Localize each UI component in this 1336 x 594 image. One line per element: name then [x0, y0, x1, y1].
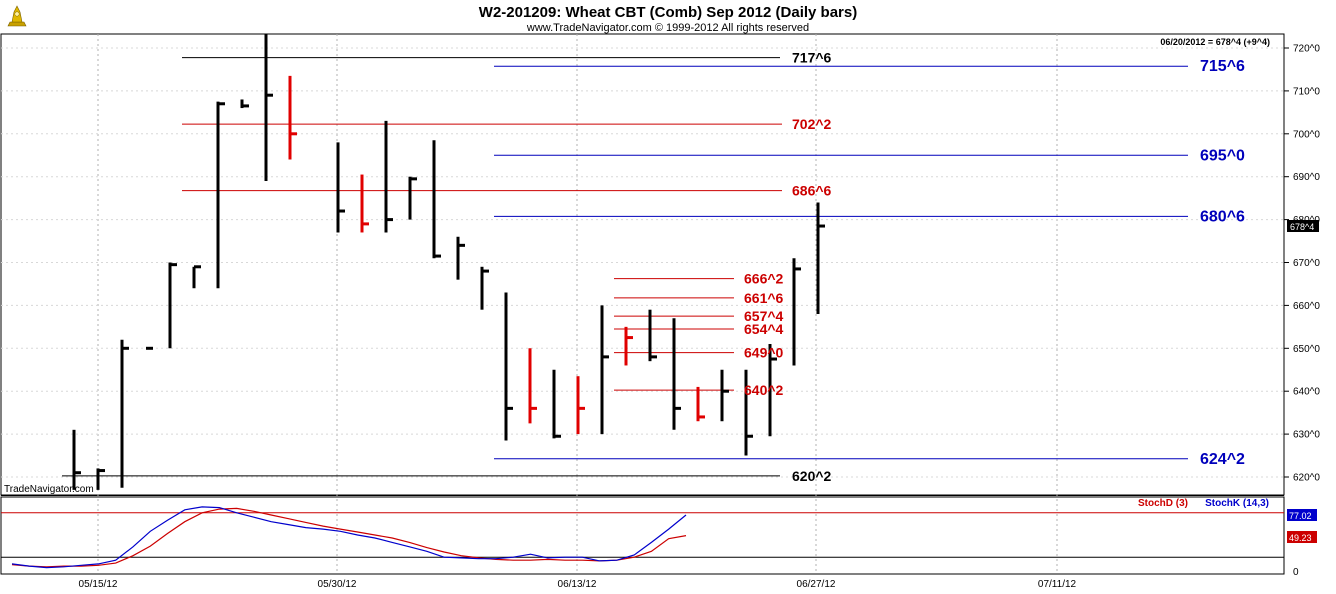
last-price-tag: 678^4	[1287, 220, 1319, 232]
price-bar	[384, 120, 393, 233]
axes: 05/15/12 05/30/12 06/13/12 06/27/12 07/11/12…	[79, 44, 1321, 591]
x-tick-label: 07/11/12	[1038, 579, 1077, 590]
price-bar	[648, 309, 657, 362]
level-label: 624^2	[1200, 451, 1245, 468]
price-bar	[696, 386, 705, 422]
price-bar	[288, 75, 297, 160]
price-bar	[720, 369, 729, 422]
x-tick-label: 05/30/12	[318, 579, 357, 590]
info-line: 06/20/2012 = 678^4 (+9^4)	[1160, 37, 1270, 47]
level-lines	[62, 57, 1188, 477]
price-bar	[552, 369, 561, 439]
price-bar	[744, 369, 753, 456]
stoch-panel-border	[0, 496, 1285, 575]
level-label: 717^6	[792, 50, 832, 66]
y-tick-label: 650^0	[1293, 344, 1320, 355]
y-tick-label: 690^0	[1293, 172, 1320, 183]
level-label: 654^4	[744, 321, 784, 337]
stochk-line	[11, 506, 687, 569]
level-label: 640^2	[744, 382, 784, 398]
stochd-line	[11, 507, 687, 568]
stochk-value-text: 77.02	[1289, 511, 1312, 521]
watermark: TradeNavigator.com	[4, 484, 94, 495]
price-bar	[336, 142, 345, 233]
price-bar	[792, 258, 801, 366]
stoch-y-tick-label: 0	[1293, 567, 1299, 578]
copyright-text: www.TradeNavigator.com © 1999-2012 All r…	[526, 22, 809, 34]
price-bar	[96, 468, 105, 490]
legend-stochd: StochD (3)	[1138, 498, 1188, 509]
price-bar	[528, 348, 537, 424]
price-bar	[240, 99, 249, 109]
x-tick-label: 06/13/12	[558, 579, 597, 590]
price-bar	[264, 34, 273, 181]
stochastic-lines	[1, 506, 1284, 569]
price-bar	[600, 305, 609, 435]
price-bar	[672, 318, 681, 430]
price-bar	[216, 101, 225, 289]
price-bar	[816, 202, 825, 314]
price-panel-border	[0, 33, 1285, 496]
level-label: 715^6	[1200, 58, 1245, 75]
price-bars	[72, 34, 825, 490]
price-bar	[624, 326, 633, 366]
price-bar	[120, 339, 129, 488]
level-label: 649^0	[744, 345, 784, 361]
level-label: 686^6	[792, 183, 832, 199]
price-bar	[72, 429, 81, 490]
price-bar	[192, 265, 201, 289]
level-labels: 717^6 715^6 702^2 695^0 686^6 680^6 666^2 661^6…	[744, 50, 1245, 484]
trade-navigator-logo-icon[interactable]	[4, 3, 30, 31]
price-bar	[576, 376, 585, 435]
level-label: 620^2	[792, 468, 832, 484]
price-bar	[360, 174, 369, 233]
y-tick-label: 670^0	[1293, 258, 1320, 269]
stochk-value-tag: 77.02	[1287, 509, 1317, 521]
y-tick-label: 660^0	[1293, 301, 1320, 312]
stochd-value-text: 49.23	[1289, 533, 1312, 543]
y-tick-label: 700^0	[1293, 129, 1320, 140]
price-bar	[768, 344, 777, 437]
price-bar	[480, 266, 489, 310]
y-tick-label: 640^0	[1293, 387, 1320, 398]
price-bar	[432, 140, 441, 259]
x-tick-label: 05/15/12	[79, 579, 118, 590]
level-label: 661^6	[744, 290, 784, 306]
last-price-tag-text: 678^4	[1290, 222, 1314, 232]
level-label: 702^2	[792, 116, 832, 132]
y-tick-label: 620^0	[1293, 473, 1320, 484]
price-bar	[504, 292, 513, 441]
y-tick-label: 710^0	[1293, 86, 1320, 97]
level-label: 657^4	[744, 308, 784, 324]
price-bar	[408, 176, 417, 220]
price-bar	[456, 236, 465, 280]
chart-title: W2-201209: Wheat CBT (Comb) Sep 2012 (Da…	[479, 4, 857, 21]
level-label: 680^6	[1200, 208, 1245, 225]
x-tick-label: 06/27/12	[797, 579, 836, 590]
price-bar	[168, 262, 177, 349]
y-tick-label: 720^0	[1293, 44, 1320, 55]
y-tick-label: 630^0	[1293, 430, 1320, 441]
grid	[1, 34, 1284, 574]
level-label: 666^2	[744, 271, 784, 287]
stochd-value-tag: 49.23	[1287, 531, 1317, 543]
legend-stochk: StochK (14,3)	[1205, 498, 1269, 509]
level-label: 695^0	[1200, 147, 1245, 164]
